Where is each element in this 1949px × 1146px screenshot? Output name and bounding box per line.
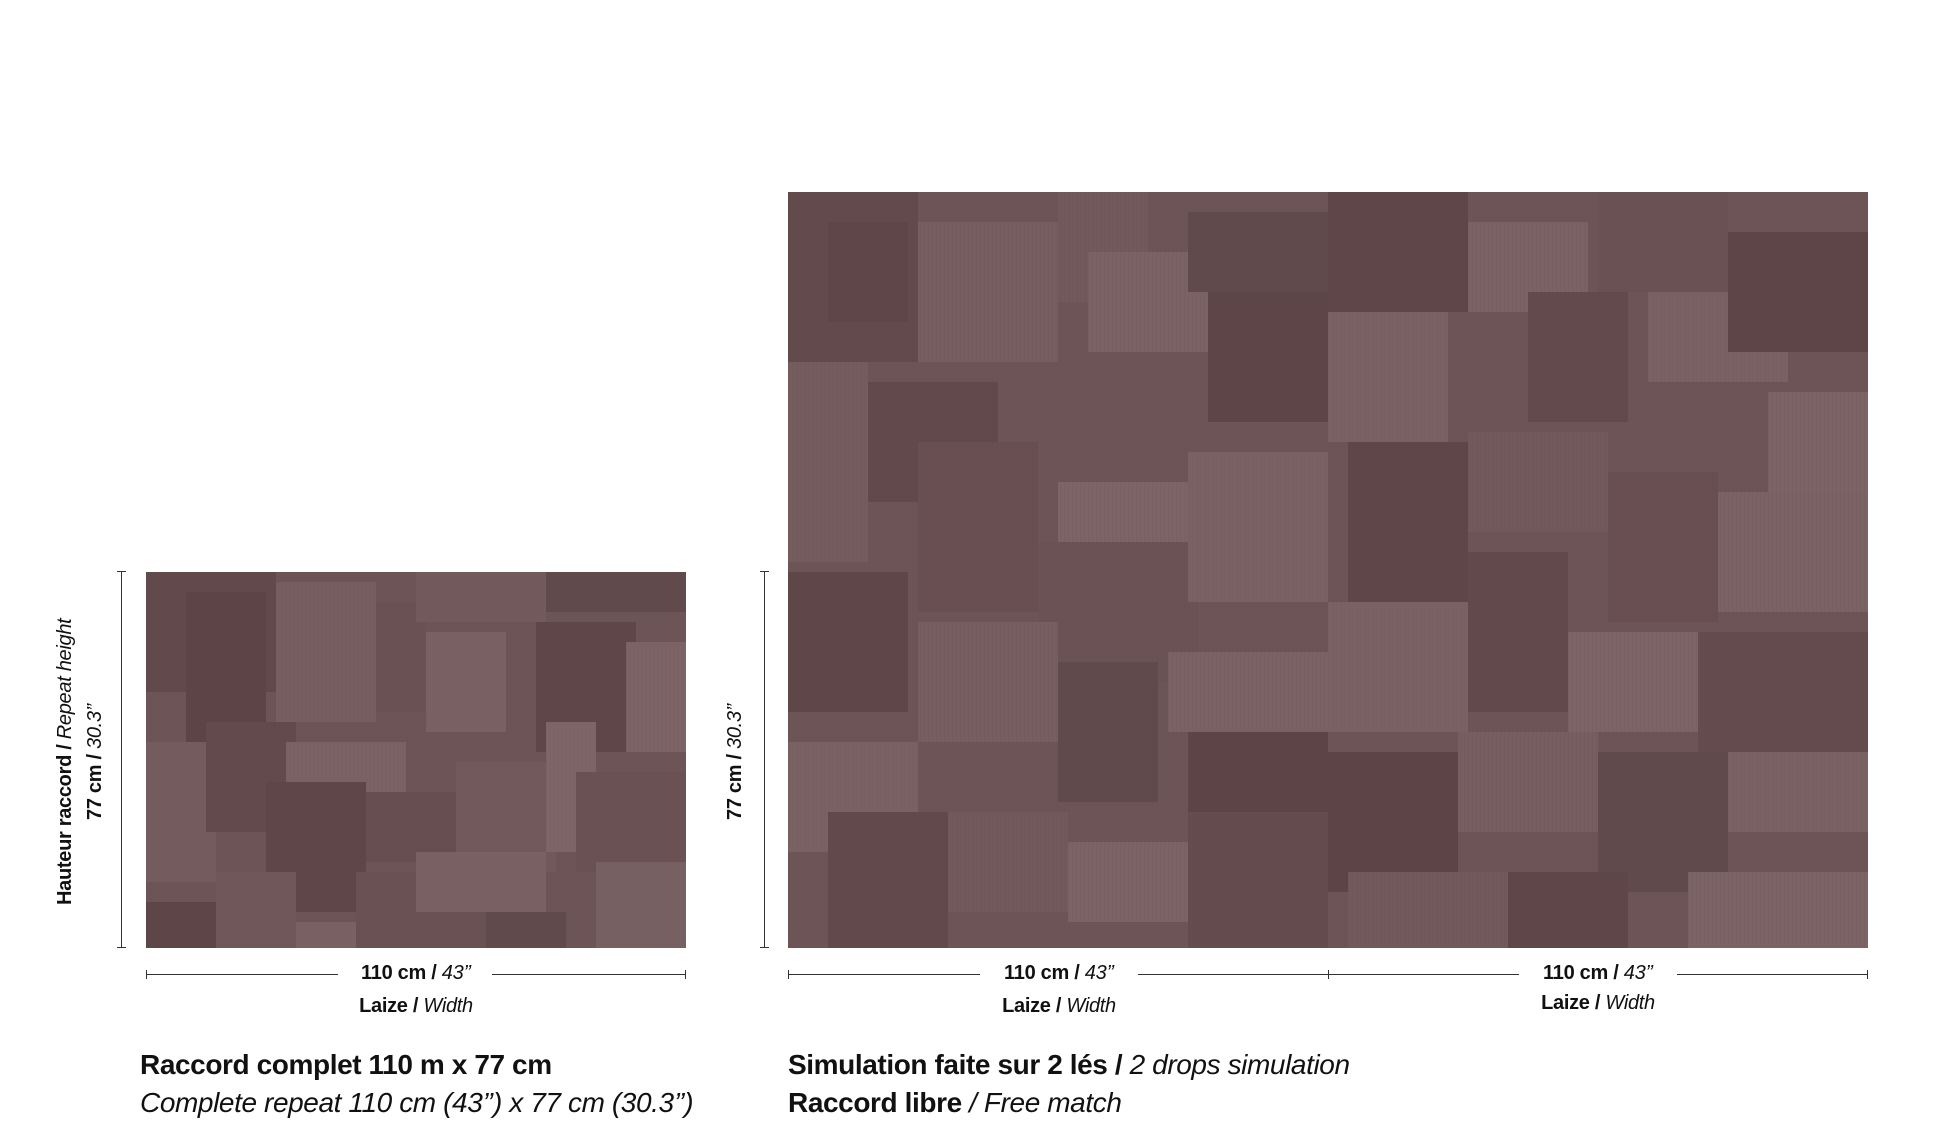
width-dimension-line-left [146,974,338,975]
drop2-width-value-bold: 110 cm / [1543,962,1619,984]
drop2-dimension-line-right [1677,974,1868,975]
simulation-height-dimension-line [764,571,765,948]
drop2-width-label: Laize / Width [1528,993,1668,1013]
height-dimension-tick-bottom [117,947,126,948]
repeat-height-value-bold: 77 cm / [84,754,106,820]
drop2-width-value: 110 cm / 43’’ [1528,963,1668,983]
repeat-height-label-italic: Repeat height [54,618,76,745]
height-dimension-tick-top [117,571,126,572]
repeat-swatch [146,572,686,948]
drop2-width-label-italic: Width [1600,992,1655,1014]
width-dimension-tick-left [146,970,147,979]
repeat-width-value-bold: 110 cm / [361,962,437,984]
repeat-height-label: Hauteur raccord / Repeat height [54,618,76,905]
repeat-width-label-italic: Width [418,995,473,1017]
repeat-height-label-bold: Hauteur raccord / [54,744,76,905]
simulation-height-tick-top [760,571,769,572]
repeat-width-label: Laize / Width [346,996,486,1016]
drop2-width-value-italic: 43’’ [1618,962,1654,984]
drop1-width-value-bold: 110 cm / [1004,962,1080,984]
simulation-height-value: 77 cm / 30.3’’ [724,703,746,820]
simulation-pattern [788,192,1868,948]
drop1-width-value: 110 cm / 43’’ [989,963,1129,983]
width-dimension-line-right [492,974,686,975]
drop1-width-value-italic: 43’’ [1079,962,1115,984]
drop1-dimension-line-left [788,974,980,975]
drop1-width-label-italic: Width [1061,995,1116,1017]
repeat-height-value: 77 cm / 30.3’’ [84,703,106,820]
complete-repeat-subtitle: Complete repeat 110 cm (43’’) x 77 cm (3… [140,1087,694,1118]
drop1-width-label-bold: Laize / [1002,995,1062,1017]
repeat-pattern [146,572,686,948]
drop-divider-tick [1328,970,1329,979]
two-drops-simulation-swatch [788,192,1868,948]
drop1-dimension-tick-left [788,970,789,979]
simulation-height-tick-bottom [760,947,769,948]
width-dimension-tick-right [685,970,686,979]
drop1-dimension-line-right [1138,974,1328,975]
free-match-label: Raccord libre / Free match [788,1084,1122,1121]
height-dimension-line [121,571,122,948]
free-match-label-italic: / Free match [961,1087,1122,1118]
simulation-height-value-italic: 30.3’’ [724,703,746,755]
drop2-dimension-tick-right [1867,970,1868,979]
repeat-width-value: 110 cm / 43’’ [346,963,486,983]
simulation-title: Simulation faite sur 2 lés / 2 drops sim… [788,1046,1350,1083]
repeat-width-label-bold: Laize / [359,995,419,1017]
simulation-height-value-bold: 77 cm / [724,754,746,820]
drop1-width-label: Laize / Width [989,996,1129,1016]
repeat-width-value-italic: 43’’ [436,962,472,984]
free-match-label-bold: Raccord libre [788,1087,962,1118]
simulation-title-bold: Simulation faite sur 2 lés / [788,1049,1123,1080]
repeat-height-value-italic: 30.3’’ [84,703,106,755]
complete-repeat-title: Raccord complet 110 m x 77 cm [140,1049,552,1080]
simulation-title-italic: 2 drops simulation [1122,1049,1350,1080]
drop2-dimension-line-left [1329,974,1519,975]
drop2-width-label-bold: Laize / [1541,992,1601,1014]
